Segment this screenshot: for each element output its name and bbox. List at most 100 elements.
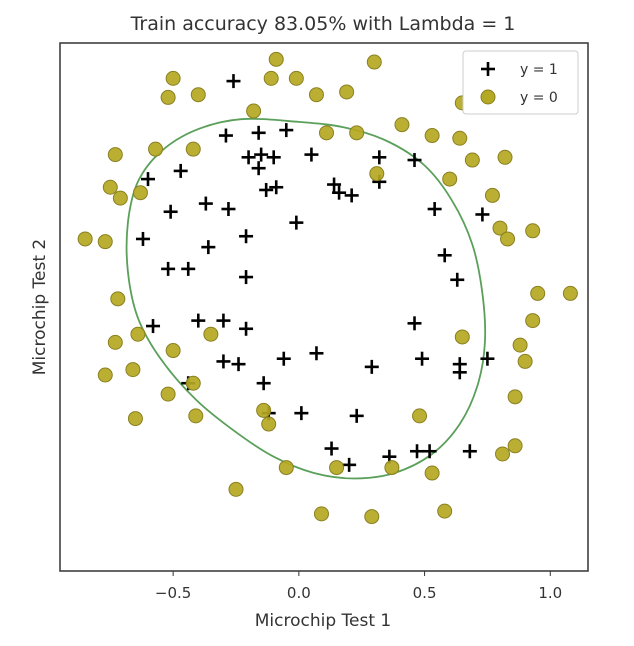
legend-label-y1: y = 1 xyxy=(520,62,558,78)
data-point-negative xyxy=(369,166,385,182)
data-point-positive xyxy=(241,150,256,165)
decision-boundary-layer xyxy=(125,117,487,480)
data-point-negative xyxy=(329,460,345,476)
data-point-positive xyxy=(324,441,339,456)
legend: y = 1 y = 0 xyxy=(462,50,579,115)
data-point-negative xyxy=(364,509,380,525)
x-axis-ticks: −0.5 0.0 0.5 1.0 xyxy=(155,571,562,602)
data-point-positive xyxy=(198,196,213,211)
data-point-positive xyxy=(304,147,319,162)
data-point-negative xyxy=(185,375,201,391)
data-point-positive xyxy=(181,261,196,276)
data-point-positive xyxy=(410,444,425,459)
decision-boundary xyxy=(125,117,487,480)
x-tick-label: 1.0 xyxy=(538,584,562,602)
data-point-positive xyxy=(422,444,437,459)
y-axis-label: Microchip Test 2 xyxy=(30,239,50,376)
data-point-positive xyxy=(216,354,231,369)
data-point-positive xyxy=(332,185,347,200)
legend-label-y0: y = 0 xyxy=(520,90,558,106)
data-point-negative xyxy=(384,460,400,476)
data-point-negative xyxy=(148,141,164,157)
x-tick-label: −0.5 xyxy=(155,584,191,602)
data-point-negative xyxy=(484,187,500,203)
legend-circle-icon xyxy=(480,89,496,105)
chart-title: Train accuracy 83.05% with Lambda = 1 xyxy=(130,13,516,35)
x-tick-label: 0.0 xyxy=(287,584,311,602)
data-point-negative xyxy=(203,326,219,342)
data-point-negative xyxy=(525,223,541,239)
data-point-negative xyxy=(464,152,480,168)
data-point-negative xyxy=(366,54,382,70)
data-point-negative xyxy=(525,313,541,329)
data-point-negative xyxy=(160,89,176,105)
data-point-negative xyxy=(256,402,272,418)
data-point-negative xyxy=(130,326,146,342)
data-point-negative xyxy=(517,353,533,369)
data-point-negative xyxy=(562,285,578,301)
data-point-negative xyxy=(319,125,335,141)
data-point-negative xyxy=(512,337,528,353)
data-point-positive xyxy=(407,153,422,168)
data-point-positive xyxy=(450,272,465,287)
data-point-negative xyxy=(188,408,204,424)
x-axis-label: Microchip Test 1 xyxy=(255,611,392,631)
data-point-negative xyxy=(424,465,440,481)
data-point-negative xyxy=(339,84,355,100)
data-point-positive xyxy=(480,351,495,366)
data-point-negative xyxy=(308,87,324,103)
data-point-positive xyxy=(437,248,452,263)
data-point-negative xyxy=(125,362,141,378)
data-points-layer xyxy=(77,51,578,525)
data-point-negative xyxy=(278,460,294,476)
data-point-positive xyxy=(146,319,161,334)
data-point-positive xyxy=(216,313,231,328)
data-point-positive xyxy=(344,188,359,203)
data-point-positive xyxy=(327,177,342,192)
data-point-negative xyxy=(77,231,93,247)
data-point-negative xyxy=(228,481,244,497)
data-point-negative xyxy=(246,103,262,119)
data-point-negative xyxy=(394,117,410,133)
data-point-negative xyxy=(263,70,279,86)
data-point-negative xyxy=(107,334,123,350)
data-point-positive xyxy=(407,316,422,331)
data-point-positive xyxy=(269,180,284,195)
data-point-negative xyxy=(424,128,440,144)
data-point-positive xyxy=(163,204,178,219)
data-point-positive xyxy=(239,229,254,244)
plot-frame xyxy=(59,42,589,572)
data-point-positive xyxy=(475,207,490,222)
data-point-positive xyxy=(191,313,206,328)
data-point-negative xyxy=(268,51,284,67)
data-point-negative xyxy=(313,506,329,522)
data-point-positive xyxy=(349,408,364,423)
x-tick-label: 0.5 xyxy=(413,584,437,602)
data-point-negative xyxy=(500,231,516,247)
data-point-negative xyxy=(452,130,468,146)
data-point-positive xyxy=(415,351,430,366)
data-point-positive xyxy=(254,147,269,162)
data-point-positive xyxy=(221,202,236,217)
data-point-positive xyxy=(289,215,304,230)
data-point-negative xyxy=(190,87,206,103)
data-point-negative xyxy=(261,416,277,432)
data-point-positive xyxy=(427,202,442,217)
data-point-negative xyxy=(288,70,304,86)
data-point-positive xyxy=(462,444,477,459)
data-point-negative xyxy=(412,408,428,424)
data-point-positive xyxy=(259,182,274,197)
data-point-positive xyxy=(342,457,357,472)
data-point-negative xyxy=(127,411,143,427)
data-point-positive xyxy=(294,406,309,421)
data-point-positive xyxy=(135,231,150,246)
legend-plus-icon xyxy=(481,62,495,76)
data-point-positive xyxy=(239,270,254,285)
data-point-positive xyxy=(256,376,271,391)
data-point-negative xyxy=(112,190,128,206)
data-point-positive xyxy=(372,150,387,165)
data-point-negative xyxy=(349,125,365,141)
data-point-positive xyxy=(251,161,266,176)
data-point-negative xyxy=(507,389,523,405)
